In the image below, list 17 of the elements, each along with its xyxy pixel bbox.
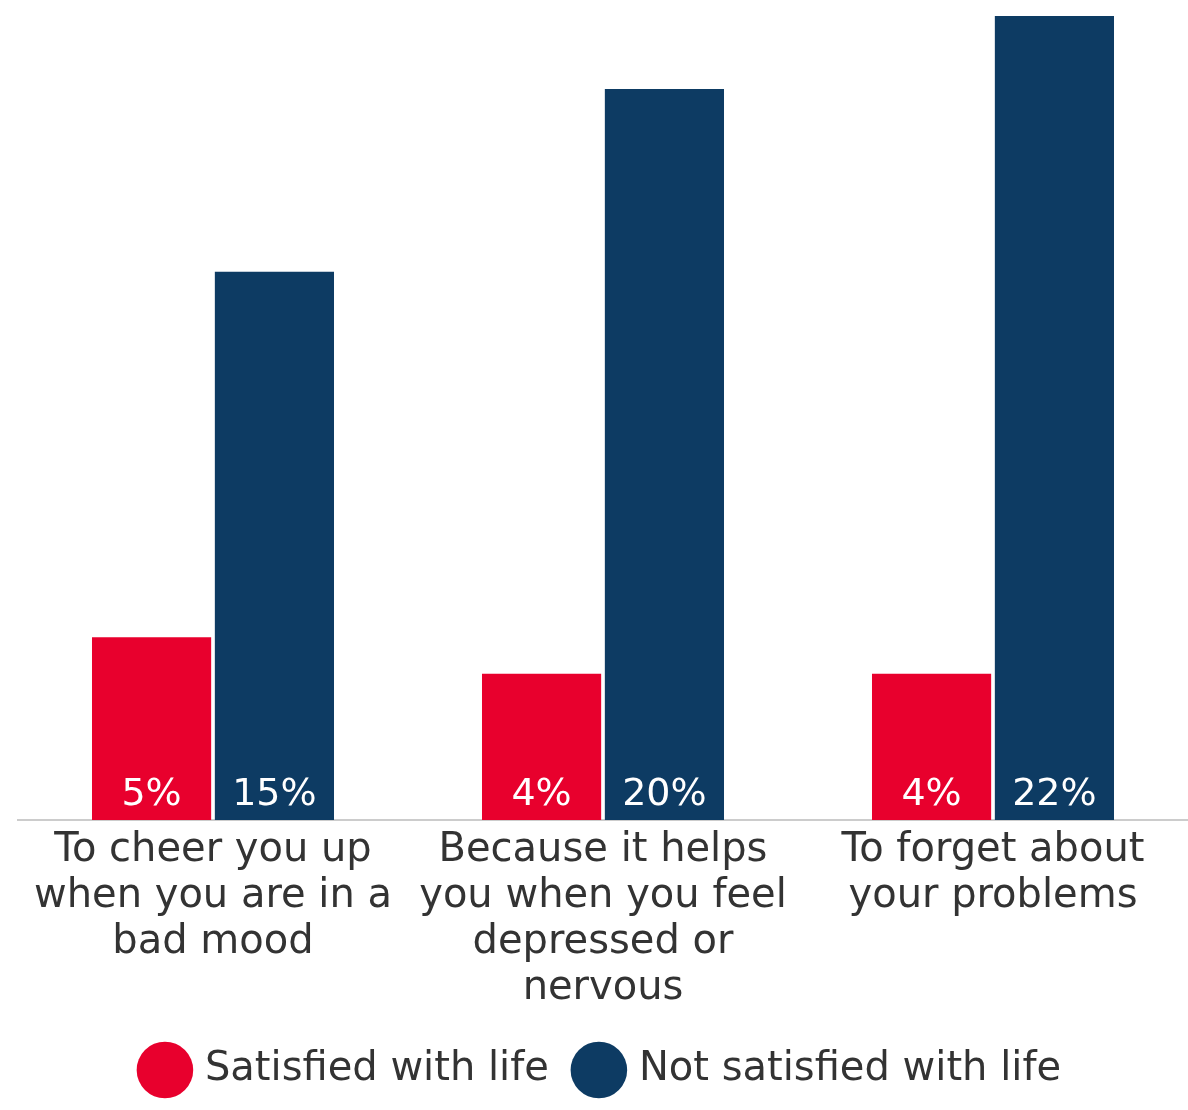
bar <box>994 16 1115 820</box>
legend-label: Not satisfied with life <box>638 1043 1062 1090</box>
data-label: 5% <box>121 769 182 814</box>
legend-label: Satisfied with life <box>204 1043 549 1090</box>
data-label: 22% <box>1012 769 1097 814</box>
bar <box>481 673 602 820</box>
bar <box>91 637 212 820</box>
x-tick-label: To forget about your problems <box>840 824 1145 917</box>
bar <box>214 271 335 820</box>
bar <box>871 673 992 820</box>
bar <box>604 89 725 820</box>
data-label: 4% <box>511 769 572 814</box>
data-label: 15% <box>232 769 317 814</box>
data-label: 20% <box>622 769 707 814</box>
data-label: 4% <box>901 769 962 814</box>
x-tick-label: To cheer you up when you are in a bad mood <box>33 824 393 963</box>
x-tick-label: Because it helps you when you feel depressed or nervous <box>419 824 787 1009</box>
